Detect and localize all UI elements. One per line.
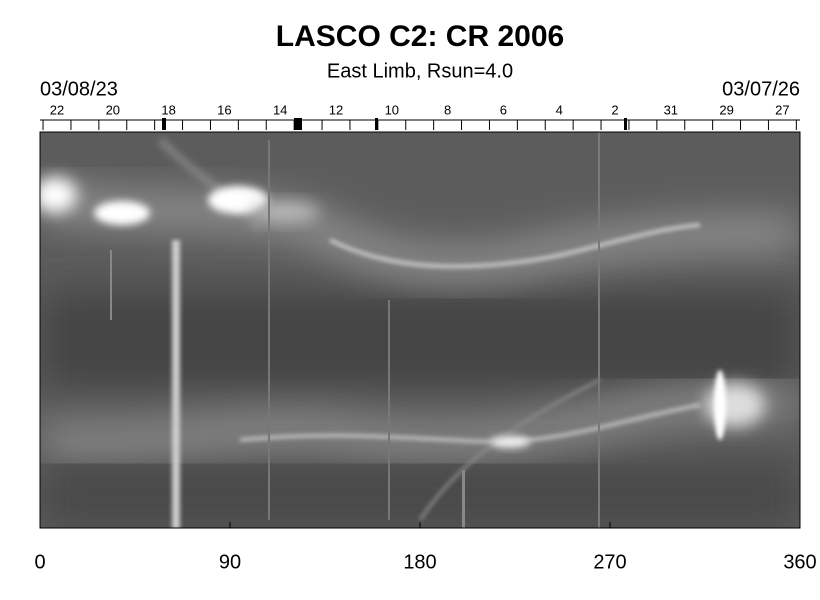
top-tick-label: 31 [664, 102, 678, 117]
x-tick-label: 90 [219, 551, 241, 573]
top-tick-label: 27 [775, 102, 789, 117]
top-tick-label: 18 [161, 102, 175, 117]
top-axis [42, 120, 797, 130]
top-tick-label: 2 [611, 102, 618, 117]
top-start-label: 03/08/23 [40, 78, 118, 100]
top-axis-stamps [162, 118, 627, 130]
chart-title: LASCO C2: CR 2006 [276, 20, 564, 53]
top-tick-label: 29 [719, 102, 733, 117]
x-tick-label: 270 [593, 551, 626, 573]
top-tick-label: 14 [273, 102, 287, 117]
x-tick-label: 360 [783, 551, 816, 573]
chart-subtitle: East Limb, Rsun=4.0 [327, 60, 513, 82]
top-tick-label: 8 [444, 102, 451, 117]
x-tick-label: 180 [403, 551, 436, 573]
top-tick-label: 16 [217, 102, 231, 117]
top-tick-label: 4 [556, 102, 563, 117]
x-tick-label: 0 [34, 551, 45, 573]
top-end-label: 03/07/26 [722, 78, 800, 100]
top-tick-label: 10 [385, 102, 399, 117]
top-tick-label: 20 [106, 102, 120, 117]
top-tick-label: 22 [50, 102, 64, 117]
coronal-image [40, 132, 800, 528]
top-tick-label: 12 [329, 102, 343, 117]
top-tick-label: 6 [500, 102, 507, 117]
